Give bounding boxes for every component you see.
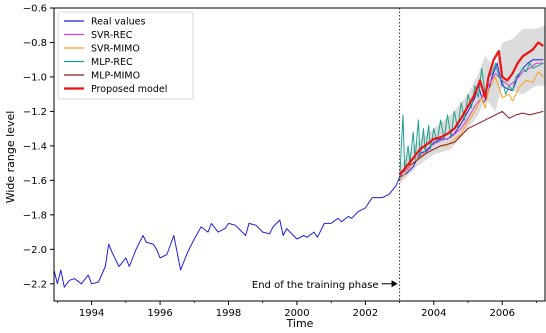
legend-label: SVR-MIMO xyxy=(91,44,140,55)
series-line-proposed-model xyxy=(398,41,544,176)
legend: Real values SVR-REC SVR-MIMO MLP-REC MLP-MIM… xyxy=(57,11,194,100)
axes: 1994 1996 1998 2000 2002 2004 2006 −2.2 −2.0 −1.8… xyxy=(23,4,546,319)
y-tick-label: −0.8 xyxy=(23,38,47,49)
legend-label: Real values xyxy=(91,17,145,28)
plot-content xyxy=(54,8,545,301)
x-tick-label: 1996 xyxy=(147,308,172,319)
y-axis-label: Wide range level xyxy=(4,111,17,204)
legend-label: SVR-REC xyxy=(91,30,133,41)
y-tick-label: −1.6 xyxy=(23,176,47,187)
x-tick-label: 2000 xyxy=(284,308,309,319)
y-tick-label: −2.0 xyxy=(23,245,47,256)
x-tick-label: 2002 xyxy=(353,308,378,319)
y-tick-label: −1.4 xyxy=(23,141,47,152)
series-line-mlp-mimo xyxy=(399,110,544,174)
annotation-text: End of the training phase xyxy=(252,280,379,291)
x-tick-label: 1994 xyxy=(79,308,104,319)
annotation-arrow-head xyxy=(391,280,398,288)
plot-area: End of the training phase xyxy=(54,8,545,301)
y-tick-label: −1.2 xyxy=(23,107,47,118)
y-tick-label: −2.2 xyxy=(23,279,47,290)
legend-box xyxy=(57,11,194,100)
series-line-real-values xyxy=(54,59,544,288)
y-tick-label: −0.6 xyxy=(23,4,47,15)
axes-frame xyxy=(53,7,546,302)
x-axis-label: Time xyxy=(286,317,314,330)
y-tick-label: −1.0 xyxy=(23,72,47,83)
x-tick-label: 2006 xyxy=(490,308,515,319)
x-tick-label: 1998 xyxy=(216,308,241,319)
y-tick-label: −1.8 xyxy=(23,210,47,221)
legend-label: MLP-REC xyxy=(91,57,133,68)
x-tick-label: 2004 xyxy=(421,308,446,319)
legend-label: MLP-MIMO xyxy=(91,71,140,82)
legend-label: Proposed model xyxy=(91,84,167,95)
